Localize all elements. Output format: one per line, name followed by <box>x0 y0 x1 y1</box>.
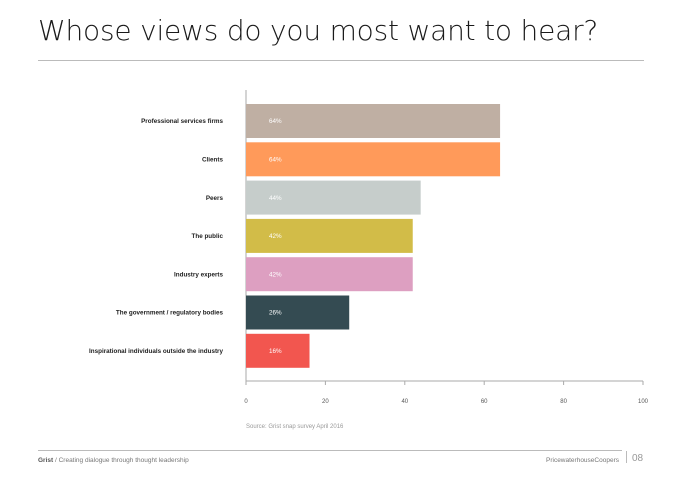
bar <box>246 218 413 253</box>
category-label: The public <box>192 233 224 240</box>
value-label: 42% <box>269 233 282 240</box>
source-note: Source: Grist snap survey April 2016 <box>246 424 344 430</box>
footer-separator <box>626 451 627 463</box>
value-label: 42% <box>269 271 282 278</box>
footer-company: PricewaterhouseCoopers <box>546 457 619 464</box>
footer-brand: Grist <box>38 457 54 464</box>
value-label: 44% <box>269 195 282 202</box>
value-label: 16% <box>269 348 282 355</box>
footer-tagline: Grist / Creating dialogue through though… <box>38 457 189 464</box>
value-label: 64% <box>269 157 282 164</box>
title-divider <box>38 60 644 61</box>
x-tick-label: 80 <box>560 399 567 405</box>
category-label: Inspirational individuals outside the in… <box>89 348 223 355</box>
bar <box>246 104 501 138</box>
x-tick-label: 60 <box>481 399 488 405</box>
value-label: 26% <box>269 310 282 317</box>
category-label: The government / regulatory bodies <box>116 310 224 317</box>
category-label: Clients <box>202 157 223 164</box>
page-title: Whose views do you most want to hear? <box>38 14 599 47</box>
value-label: 64% <box>269 118 282 125</box>
footer-divider <box>38 450 622 451</box>
bar <box>246 257 413 292</box>
x-tick-label: 40 <box>401 399 408 405</box>
bar <box>246 295 350 330</box>
category-label: Professional services firms <box>141 118 223 125</box>
bar <box>246 142 501 177</box>
category-label: Peers <box>206 195 224 202</box>
x-tick-label: 0 <box>244 399 248 405</box>
bar <box>246 180 421 215</box>
x-tick-label: 20 <box>322 399 329 405</box>
x-tick-label: 100 <box>638 399 649 405</box>
category-label: Industry experts <box>174 271 223 278</box>
footer-tagline-text: / Creating dialogue through thought lead… <box>53 457 189 464</box>
page-number: 08 <box>632 453 644 464</box>
bar <box>246 333 310 368</box>
